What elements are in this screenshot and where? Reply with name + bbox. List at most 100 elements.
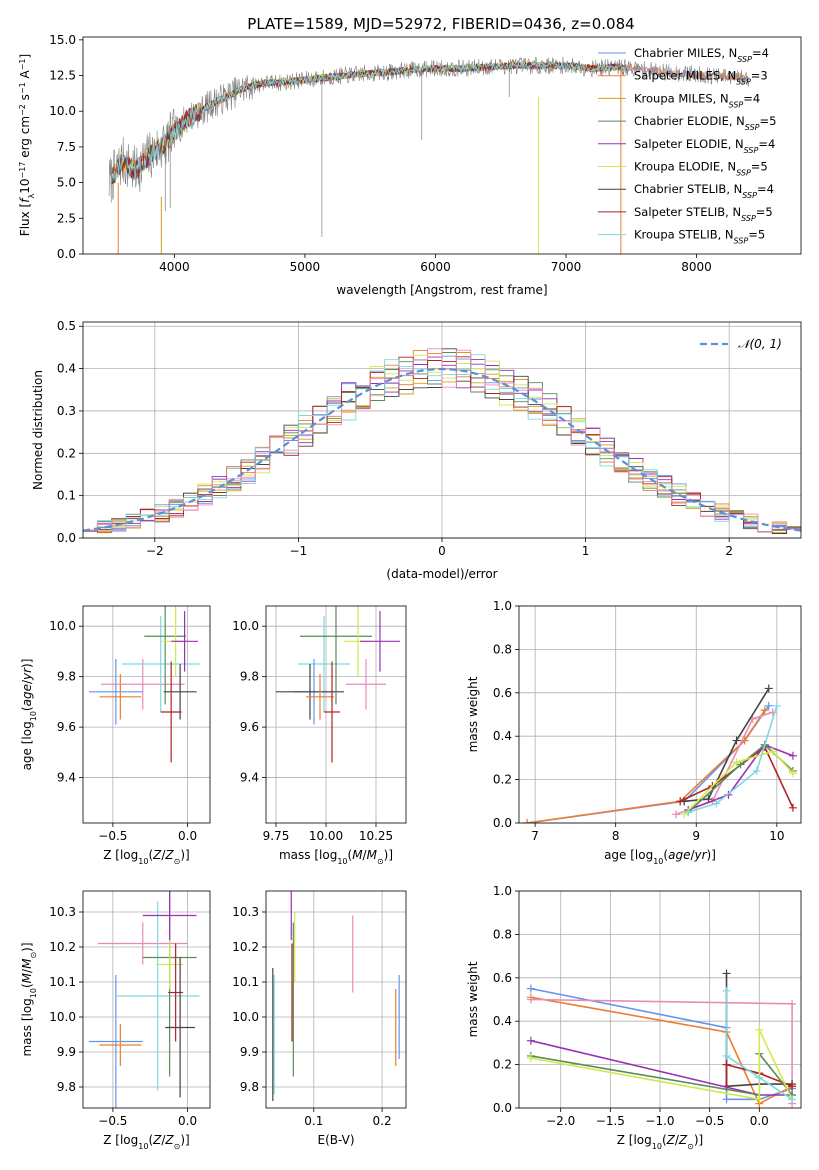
mass-weight-marker: [712, 799, 721, 808]
y-tick-label: 1.0: [493, 599, 512, 613]
x-tick-label: 1: [582, 544, 590, 558]
mass-weight-marker: [680, 810, 689, 819]
mass-weight-marker: [526, 1054, 535, 1063]
x-tick-label: −1.0: [645, 1114, 674, 1128]
x-tick-label: 0.0: [178, 1114, 197, 1128]
errorbar-point: [163, 664, 197, 720]
axes-frame: 9.75 10.00 10.25 9.4 9.6 9.8 10.0: [232, 605, 407, 843]
y-axis-label: mass weight: [466, 676, 480, 752]
legend-label: Kroupa STELIB, NSSP=5: [634, 228, 765, 246]
x-tick-label: 7: [531, 829, 539, 843]
axes-frame: −0.5 0.0 9.8 9.9 10.0 10.1 10.2 10.3: [49, 890, 211, 1128]
x-tick-label: 4000: [159, 260, 190, 274]
y-tick-label: 0.3: [57, 404, 76, 418]
errorbar-axes-3: 9.75 10.00 10.25 9.4 9.6 9.8 10.0 mass [log10(M…: [232, 605, 407, 866]
y-tick-label: 9.9: [240, 1045, 259, 1059]
mass-weight-marker: [724, 790, 733, 799]
x-tick-label: −1: [290, 544, 308, 558]
x-tick-label: −1.5: [596, 1114, 625, 1128]
weight-axes-4: 7 8 9 10 0.0 0.2 0.4 0.6 0.8 1.0 age [log10(age/yr…: [466, 599, 802, 866]
errorbar-axes-5: −0.5 0.0 9.8 9.9 10.0 10.1 10.2 10.3 Z [log10(Z/…: [20, 890, 211, 1151]
y-tick-label: 0.2: [493, 1058, 512, 1072]
x-tick-label: 7000: [551, 260, 582, 274]
x-tick-label: 0.2: [373, 1114, 392, 1128]
spectrum-legend: Chabrier MILES, NSSP=4 Salpeter MILES, NS…: [598, 46, 776, 245]
plot-area: [83, 348, 801, 538]
x-axis-label: wavelength [Angstrom, rest frame]: [336, 283, 547, 297]
mass-weight-line: [687, 744, 794, 811]
mass-weight-marker: [764, 684, 773, 693]
errorbar-point: [324, 661, 340, 763]
errorbar-point: [144, 606, 187, 705]
mass-weight-marker: [788, 1082, 797, 1091]
x-axis-label: (data-model)/error: [386, 567, 497, 581]
errorbar-point: [171, 611, 199, 672]
x-tick-label: 10.25: [359, 829, 393, 843]
legend-label: Chabrier MILES, NSSP=4: [634, 46, 769, 64]
mass-weight-line: [530, 1039, 793, 1096]
y-tick-label: 0.4: [493, 729, 512, 743]
plot-area: [526, 969, 797, 1108]
x-tick-label: −0.5: [695, 1114, 724, 1128]
mass-weight-marker: [526, 995, 535, 1004]
plot-area: [108, 56, 750, 254]
legend-label: 𝒩(0, 1): [738, 337, 782, 351]
mass-weight-marker: [672, 810, 681, 819]
mass-weight-marker: [755, 1073, 764, 1082]
errorbar-point: [276, 664, 344, 720]
axes-border: [82, 890, 211, 1109]
errorbar-point: [88, 975, 143, 1108]
errorbar-point: [100, 658, 185, 710]
mass-weight-marker: [732, 736, 741, 745]
mass-weight-marker: [684, 808, 693, 817]
x-axis-label: Z [log10(Z/Z⊙)]: [103, 848, 189, 866]
x-tick-label: 5000: [290, 260, 321, 274]
mass-weight-line: [725, 1063, 793, 1088]
legend-label: Salpeter ELODIE, NSSP=4: [634, 137, 775, 155]
errorbar-point: [99, 674, 142, 720]
mass-weight-marker: [722, 1095, 731, 1104]
legend-label: Salpeter STELIB, NSSP=5: [634, 205, 773, 223]
mass-weight-line: [683, 750, 794, 815]
chart-title: PLATE=1589, MJD=52972, FIBERID=0436, z=0…: [247, 15, 634, 33]
mass-weight-marker: [788, 999, 797, 1008]
plot-area: [523, 684, 797, 823]
errorbar-point: [156, 940, 184, 989]
y-tick-label: 9.8: [57, 1080, 76, 1094]
axes-border: [265, 605, 407, 824]
legend-label: Kroupa ELODIE, NSSP=5: [634, 160, 768, 178]
x-tick-label: −0.5: [98, 1114, 127, 1128]
y-tick-label: 0.4: [57, 362, 76, 376]
weight-axes-7: −2.0 −1.5 −1.0 −0.5 0.0 0.0 0.2 0.4 0.6 0.8 1.0 Z […: [466, 884, 802, 1151]
x-tick-label: 0: [438, 544, 446, 558]
y-tick-label: 0.0: [493, 1101, 512, 1115]
x-tick-label: 8000: [681, 260, 712, 274]
y-tick-label: 9.4: [240, 771, 259, 785]
errorbar-point: [160, 661, 182, 763]
legend-label: Salpeter MILES, NSSP=3: [634, 69, 768, 87]
histogram-axes: −2 −1 0 1 2 0.0 0.1 0.2 0.3 0.4 0.5 (data-model)/er…: [31, 319, 802, 581]
x-tick-label: 6000: [420, 260, 451, 274]
histogram-legend: 𝒩(0, 1): [700, 337, 782, 351]
mass-weight-marker: [722, 986, 731, 995]
y-tick-label: 9.6: [57, 720, 76, 734]
axes-frame: −2 −1 0 1 2 0.0 0.1 0.2 0.3 0.4 0.5: [57, 319, 802, 558]
y-tick-label: 0.0: [57, 531, 76, 545]
y-tick-label: 9.6: [240, 720, 259, 734]
y-tick-label: 10.0: [232, 619, 259, 633]
plot-area: [88, 891, 200, 1108]
y-tick-label: 9.4: [57, 771, 76, 785]
legend-label: Chabrier ELODIE, NSSP=5: [634, 114, 776, 132]
y-tick-label: 0.4: [493, 1014, 512, 1028]
x-tick-label: 8: [612, 829, 620, 843]
y-tick-label: 10.1: [232, 975, 259, 989]
axes-frame: 4000 5000 6000 7000 8000 0.0 2.5 5.0 7.5 10.0 12.5…: [49, 33, 802, 274]
axes-frame: −0.5 0.0 9.4 9.6 9.8 10.0: [49, 605, 211, 843]
x-axis-label: Z [log10(Z/Z⊙)]: [103, 1133, 189, 1151]
y-tick-label: 10.3: [49, 905, 76, 919]
plot-area: [88, 606, 200, 763]
mass-weight-marker: [788, 803, 797, 812]
y-tick-label: 15.0: [49, 33, 76, 47]
errorbar-point: [115, 901, 200, 1091]
